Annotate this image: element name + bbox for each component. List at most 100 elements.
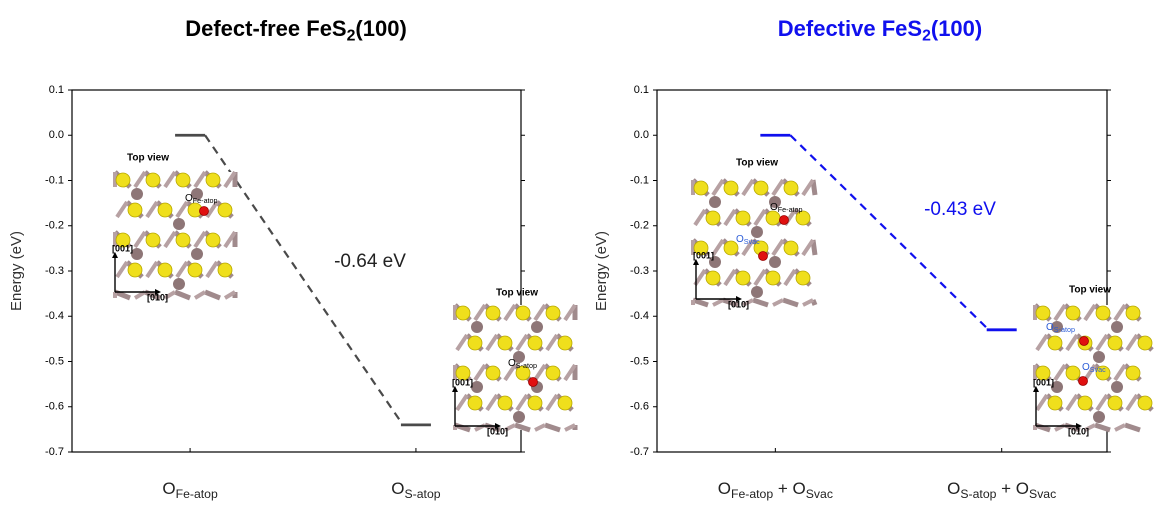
sulfur-atom — [498, 336, 512, 350]
sulfur-atom — [528, 336, 542, 350]
y-tick-label: 0.1 — [49, 84, 64, 96]
sulfur-atom — [468, 336, 482, 350]
chart-title: Defective FeS2(100) — [778, 16, 982, 45]
y-tick-label: -0.4 — [630, 310, 649, 322]
sulfur-atom — [486, 366, 500, 380]
sulfur-atom — [558, 336, 572, 350]
subscript: S-atop — [405, 487, 441, 501]
direction-label: [010] — [728, 299, 749, 309]
sulfur-atom — [218, 263, 232, 277]
sulfur-atom — [1036, 306, 1050, 320]
y-axis-label: Energy (eV) — [593, 231, 610, 311]
oxygen-atom — [1079, 377, 1088, 386]
y-tick-label: -0.5 — [45, 355, 64, 367]
text-segment: Defect-free FeS — [185, 16, 346, 41]
direction-label: [001] — [693, 250, 714, 260]
subscript: S-atop — [1054, 325, 1075, 334]
inset-title: Top view — [1069, 285, 1111, 296]
sulfur-atom — [724, 181, 738, 195]
sulfur-atom — [486, 306, 500, 320]
sulfur-atom — [784, 181, 798, 195]
sulfur-atom — [546, 306, 560, 320]
sulfur-atom — [736, 211, 750, 225]
oxygen-atom — [529, 378, 538, 387]
chart-title: Defect-free FeS2(100) — [185, 16, 407, 45]
y-tick-label: -0.2 — [45, 220, 64, 232]
iron-atom — [531, 321, 543, 333]
sulfur-atom — [1048, 396, 1062, 410]
figure: Defect-free FeS2(100) 0.1 0.0 -0.1 -0.2 -0.3 -… — [0, 0, 1154, 506]
sulfur-atom — [784, 241, 798, 255]
sulfur-atom — [146, 173, 160, 187]
sulfur-atom — [516, 306, 530, 320]
y-tick-label: -0.1 — [45, 174, 64, 186]
y-tick-label: -0.2 — [630, 220, 649, 232]
sulfur-atom — [1138, 336, 1152, 350]
iron-atom — [173, 218, 185, 230]
sulfur-atom — [546, 366, 560, 380]
y-axis-label: Energy (eV) — [8, 231, 25, 311]
inset-title: Top view — [127, 153, 169, 164]
iron-atom — [1093, 411, 1105, 423]
text-segment: Defective FeS — [778, 16, 922, 41]
sulfur-atom — [1138, 396, 1152, 410]
sulfur-atom — [206, 233, 220, 247]
sulfur-atom — [1126, 306, 1140, 320]
sulfur-atom — [218, 203, 232, 217]
subscript: S-atop — [960, 487, 996, 501]
text-segment: O — [162, 479, 175, 498]
y-tick-label: -0.5 — [630, 355, 649, 367]
direction-label: [001] — [452, 377, 473, 387]
direction-label: [010] — [147, 292, 168, 302]
y-tick-label: 0.0 — [634, 129, 649, 141]
y-tick-label: 0.0 — [49, 129, 64, 141]
page: {"chart_data": [ {"type": "energy-level"… — [0, 0, 1154, 506]
sulfur-atom — [706, 271, 720, 285]
sulfur-atom — [1108, 336, 1122, 350]
oxygen-atom — [1080, 337, 1089, 346]
sulfur-atom — [116, 173, 130, 187]
text-segment: O — [391, 479, 404, 498]
x-tick-label: OFe-atop + OSvac — [718, 479, 833, 501]
sulfur-atom — [754, 181, 768, 195]
subscript: S-atop — [516, 361, 537, 370]
direction-label: [010] — [1068, 426, 1089, 436]
sulfur-atom — [736, 271, 750, 285]
y-tick-label: -0.6 — [45, 401, 64, 413]
iron-atom — [751, 286, 763, 298]
iron-atom — [1111, 381, 1123, 393]
y-tick-label: -0.1 — [630, 174, 649, 186]
oxygen-atom — [780, 216, 789, 225]
subscript: Fe-atop — [778, 205, 803, 214]
iron-atom — [1111, 321, 1123, 333]
text-segment: (100) — [355, 16, 406, 41]
sulfur-atom — [796, 271, 810, 285]
sulfur-atom — [1126, 366, 1140, 380]
iron-atom — [131, 188, 143, 200]
subscript: Svac — [744, 237, 760, 246]
sulfur-atom — [1096, 306, 1110, 320]
sulfur-atom — [176, 173, 190, 187]
sulfur-atom — [146, 233, 160, 247]
text-segment: + O — [773, 479, 806, 498]
direction-label: [010] — [487, 426, 508, 436]
sulfur-atom — [456, 306, 470, 320]
subscript: Fe-atop — [176, 487, 218, 501]
subscript: Svac — [1029, 487, 1056, 501]
y-tick-label: -0.3 — [630, 265, 649, 277]
iron-atom — [709, 196, 721, 208]
structure-inset — [115, 172, 235, 298]
y-tick-label: -0.7 — [45, 446, 64, 458]
sulfur-atom — [1066, 306, 1080, 320]
connector — [790, 135, 988, 330]
subscript: Svac — [806, 487, 833, 501]
iron-atom — [769, 256, 781, 268]
y-tick-label: -0.3 — [45, 265, 64, 277]
sulfur-atom — [158, 263, 172, 277]
sulfur-atom — [706, 211, 720, 225]
iron-atom — [471, 321, 483, 333]
y-tick-label: -0.6 — [630, 401, 649, 413]
x-tick-label: OS-atop + OSvac — [947, 479, 1056, 501]
inset-title: Top view — [496, 288, 538, 299]
subscript: 2 — [347, 28, 356, 45]
